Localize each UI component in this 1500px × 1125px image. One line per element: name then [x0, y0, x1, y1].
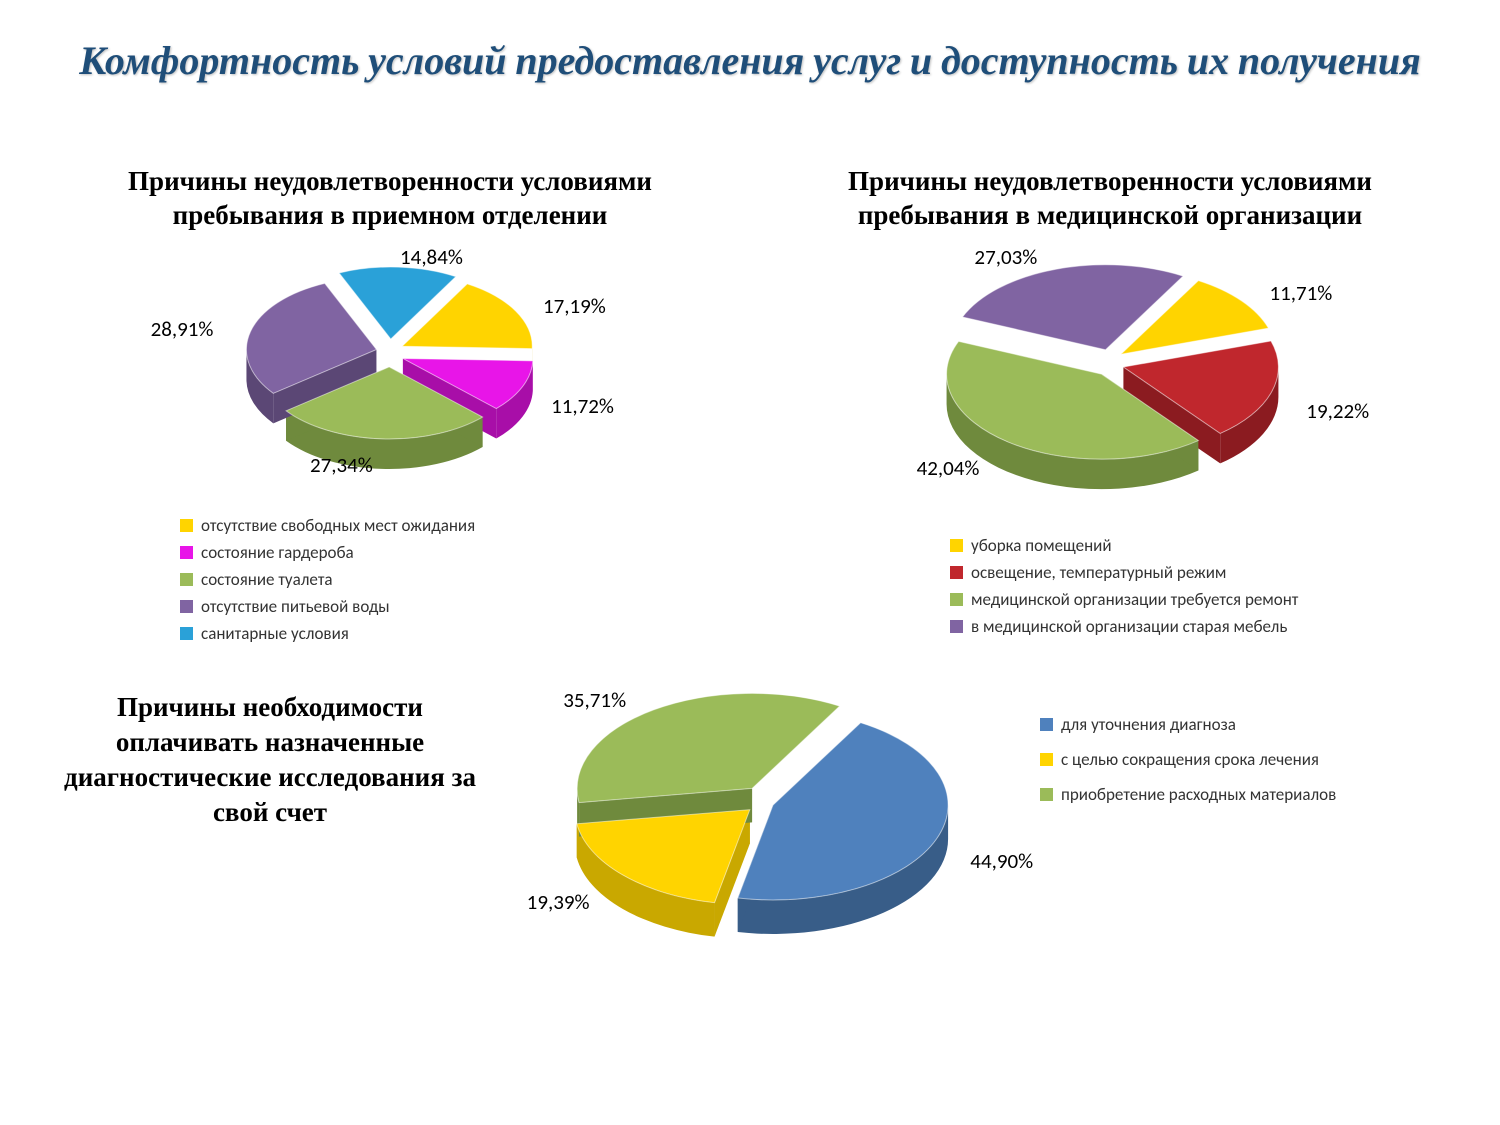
legend-swatch	[950, 593, 963, 606]
legend-item: с целью сокращения срока лечения	[1040, 749, 1360, 770]
legend-tr: уборка помещений освещение, температурный…	[780, 523, 1440, 637]
pie-data-label: 27,03%	[974, 244, 1037, 270]
chart-bottom: Причины необходимости оплачивать назначе…	[60, 650, 1440, 995]
legend-tl: отсутствие свободных мест ожидания состоя…	[70, 503, 710, 644]
legend-label: состояние гардероба	[201, 542, 354, 563]
pie-data-label: 11,72%	[551, 393, 614, 419]
legend-swatch	[180, 600, 193, 613]
legend-label: медицинской организации требуется ремонт	[971, 589, 1298, 610]
chart-bottom-title: Причины необходимости оплачивать назначе…	[60, 650, 480, 830]
legend-label: в медицинской организации старая мебель	[971, 616, 1287, 637]
legend-swatch	[950, 566, 963, 579]
chart-tl-title: Причины неудовлетворенности условиями пр…	[70, 165, 710, 243]
legend-item: уборка помещений	[950, 535, 1440, 556]
legend-label: отсутствие питьевой воды	[201, 596, 390, 617]
legend-item: санитарные условия	[180, 623, 710, 644]
legend-label: санитарные условия	[201, 623, 349, 644]
legend-label: для уточнения диагноза	[1061, 714, 1236, 735]
legend-swatch	[1040, 753, 1053, 766]
legend-swatch	[180, 627, 193, 640]
pie-data-label: 19,22%	[1306, 398, 1369, 424]
legend-item: медицинской организации требуется ремонт	[950, 589, 1440, 610]
legend-item: освещение, температурный режим	[950, 562, 1440, 583]
legend-label: приобретение расходных материалов	[1061, 784, 1336, 805]
legend-item: отсутствие питьевой воды	[180, 596, 710, 617]
pie-data-label: 17,19%	[543, 293, 606, 319]
legend-swatch	[950, 620, 963, 633]
pie-chart-tl	[180, 243, 600, 503]
legend-swatch	[180, 519, 193, 532]
legend-item: в медицинской организации старая мебель	[950, 616, 1440, 637]
legend-bottom: для уточнения диагноза с целью сокращения…	[1040, 650, 1360, 819]
pie-data-label: 19,39%	[527, 889, 590, 915]
legend-swatch	[180, 573, 193, 586]
legend-swatch	[1040, 718, 1053, 731]
legend-label: отсутствие свободных мест ожидания	[201, 515, 475, 536]
pie-data-label: 11,71%	[1269, 280, 1332, 306]
legend-label: с целью сокращения срока лечения	[1061, 749, 1319, 770]
legend-item: состояние гардероба	[180, 542, 710, 563]
page-title: Комфортность условий предоставления услу…	[0, 0, 1500, 97]
pie-data-label: 14,84%	[400, 244, 463, 270]
chart-top-right: Причины неудовлетворенности условиями пр…	[780, 165, 1440, 643]
legend-label: состояние туалета	[201, 569, 333, 590]
legend-swatch	[1040, 788, 1053, 801]
legend-item: отсутствие свободных мест ожидания	[180, 515, 710, 536]
pie-data-label: 35,71%	[563, 687, 626, 713]
legend-item: состояние туалета	[180, 569, 710, 590]
legend-label: освещение, температурный режим	[971, 562, 1226, 583]
chart-tr-title: Причины неудовлетворенности условиями пр…	[780, 165, 1440, 243]
pie-data-label: 27,34%	[310, 452, 373, 478]
legend-item: для уточнения диагноза	[1040, 714, 1360, 735]
legend-swatch	[180, 546, 193, 559]
chart-top-left: Причины неудовлетворенности условиями пр…	[70, 165, 710, 650]
legend-label: уборка помещений	[971, 535, 1112, 556]
pie-data-label: 28,91%	[151, 316, 214, 342]
legend-swatch	[950, 539, 963, 552]
pie-data-label: 44,90%	[970, 848, 1033, 874]
legend-item: приобретение расходных материалов	[1040, 784, 1360, 805]
pie-data-label: 42,04%	[917, 455, 980, 481]
